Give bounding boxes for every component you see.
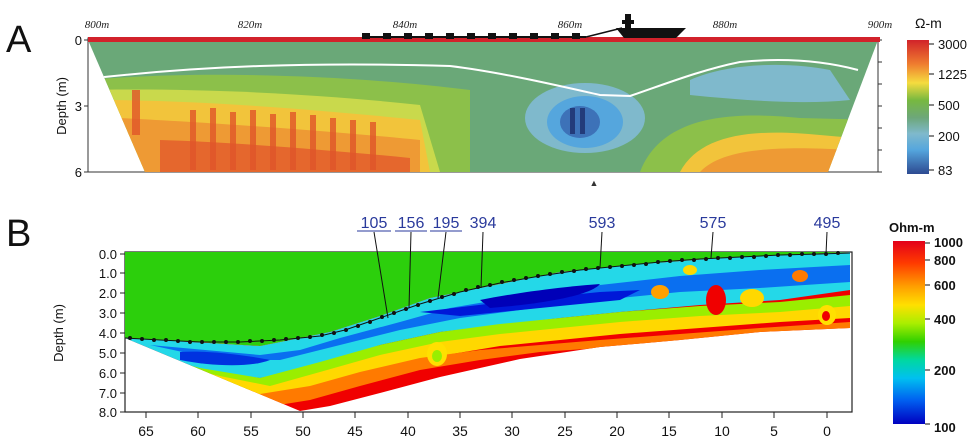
colorbar-gradient bbox=[907, 40, 929, 174]
distance-label: 840m bbox=[393, 19, 418, 31]
x-tick: 20 bbox=[609, 423, 625, 439]
panel-a-letter: A bbox=[6, 19, 32, 61]
depth-tick: 0 bbox=[75, 33, 82, 48]
depth-tick: 5.0 bbox=[99, 346, 117, 361]
depth-tick: 8.0 bbox=[99, 405, 117, 420]
depth-tick: 4.0 bbox=[99, 326, 117, 341]
depth-tick: 6.0 bbox=[99, 366, 117, 381]
colorbar-gradient bbox=[893, 241, 925, 424]
marker-label: 156 bbox=[398, 215, 425, 232]
depth-tick: 2.0 bbox=[99, 286, 117, 301]
colorbar-tick: 600 bbox=[934, 278, 956, 293]
x-tick: 15 bbox=[661, 423, 677, 439]
panel-b-colorbar: Ohm-m 1000 800 600 400 200 100 bbox=[889, 220, 963, 435]
x-tick: 30 bbox=[504, 423, 520, 439]
distance-label: 820m bbox=[238, 19, 263, 31]
marker-labels: 105 156 195 394 593 575 495 bbox=[361, 215, 841, 232]
panel-b: B bbox=[6, 213, 963, 439]
upper-green-zone bbox=[125, 252, 850, 346]
colorbar-tick: 100 bbox=[934, 420, 956, 435]
x-tick: 25 bbox=[557, 423, 573, 439]
panel-b-resistivity-section bbox=[125, 252, 850, 411]
panel-a: A 800m 820m 840m 860m 880m 900m 0 3 6 De… bbox=[6, 14, 967, 188]
colorbar-tick: 1225 bbox=[938, 67, 967, 82]
colorbar-tick: 500 bbox=[938, 98, 960, 113]
colorbar-tick: 800 bbox=[934, 253, 956, 268]
depth-tick: 1.0 bbox=[99, 266, 117, 281]
depth-tick: 0.0 bbox=[99, 247, 117, 262]
depth-tick: 3 bbox=[75, 99, 82, 114]
x-tick: 10 bbox=[714, 423, 730, 439]
x-tick: 65 bbox=[138, 423, 154, 439]
panel-b-y-ticks bbox=[120, 253, 125, 413]
distance-label: 860m bbox=[558, 19, 583, 31]
x-tick: 5 bbox=[770, 423, 778, 439]
colorbar-tick: 1000 bbox=[934, 235, 963, 250]
x-tick: 0 bbox=[823, 423, 831, 439]
colorbar-unit: Ohm-m bbox=[889, 220, 935, 235]
colorbar-unit: Ω-m bbox=[915, 15, 942, 31]
panel-a-surface-line bbox=[88, 37, 880, 42]
panel-a-resistivity-section bbox=[88, 40, 878, 172]
cursor-mark: ▲ bbox=[590, 178, 599, 188]
x-tick: 50 bbox=[295, 423, 311, 439]
marker-lines bbox=[373, 231, 828, 319]
electrode-cable bbox=[362, 27, 623, 39]
marker-label: 495 bbox=[814, 215, 841, 232]
boat-icon bbox=[616, 14, 686, 38]
panel-a-distance-labels: 800m 820m 840m 860m 880m 900m bbox=[85, 19, 893, 31]
depth-tick: 6 bbox=[75, 165, 82, 180]
panel-b-depth-label: Depth (m) bbox=[51, 304, 66, 362]
panel-a-colorbar: Ω-m 3000 1225 500 200 83 bbox=[907, 15, 967, 178]
panel-b-letter: B bbox=[6, 213, 31, 255]
x-tick: 55 bbox=[243, 423, 259, 439]
colorbar-tick: 400 bbox=[934, 312, 956, 327]
marker-label: 394 bbox=[470, 215, 497, 232]
marker-label: 105 bbox=[361, 215, 388, 232]
bathymetry-points bbox=[124, 251, 851, 344]
depth-tick: 3.0 bbox=[99, 306, 117, 321]
marker-label: 575 bbox=[700, 215, 727, 232]
x-tick: 45 bbox=[347, 423, 363, 439]
distance-label: 800m bbox=[85, 19, 110, 31]
marker-label: 593 bbox=[589, 215, 616, 232]
distance-label: 900m bbox=[868, 19, 893, 31]
colorbar-tick: 83 bbox=[938, 163, 952, 178]
panel-b-x-ticks bbox=[145, 412, 828, 418]
depth-tick: 7.0 bbox=[99, 386, 117, 401]
colorbar-tick: 3000 bbox=[938, 37, 967, 52]
colorbar-tick: 200 bbox=[934, 363, 956, 378]
x-tick: 60 bbox=[190, 423, 206, 439]
x-tick: 35 bbox=[452, 423, 468, 439]
marker-label: 195 bbox=[433, 215, 460, 232]
x-tick: 40 bbox=[400, 423, 416, 439]
distance-label: 880m bbox=[713, 19, 738, 31]
panel-a-depth-label: Depth (m) bbox=[54, 77, 69, 135]
colorbar-tick: 200 bbox=[938, 129, 960, 144]
